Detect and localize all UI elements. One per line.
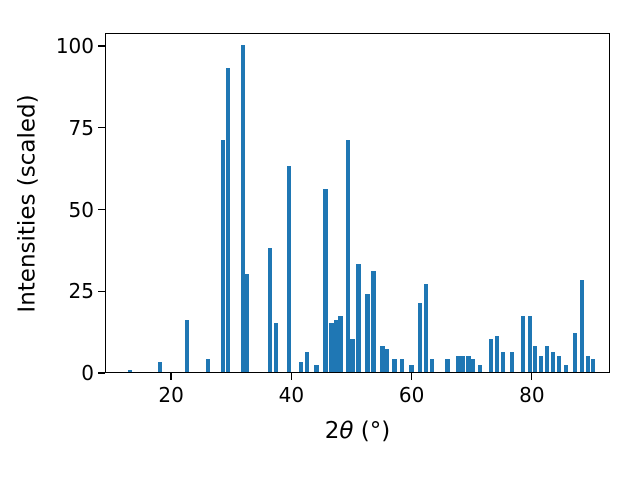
y-tick-mark [98, 290, 105, 292]
x-axis-label-theta-symbol: θ [339, 418, 354, 444]
bar [527, 316, 532, 372]
y-axis-label: Intensities (scaled) [10, 33, 46, 373]
bar [470, 358, 475, 372]
x-tick-mark [170, 373, 172, 380]
bar [544, 345, 549, 372]
y-tick-mark [98, 372, 105, 374]
x-tick-mark [531, 373, 533, 380]
y-tick-label: 75 [68, 115, 94, 140]
y-tick-mark [98, 45, 105, 47]
y-tick-label: 25 [68, 279, 94, 304]
bar [417, 303, 422, 372]
bar [385, 349, 390, 372]
bar [356, 264, 361, 372]
bar [245, 273, 250, 372]
bar [392, 358, 397, 372]
bar [206, 358, 211, 372]
x-tick-mark [290, 373, 293, 380]
bar [460, 355, 465, 372]
bar [338, 316, 343, 372]
bar [380, 345, 385, 372]
x-axis-label: 2θ (°) [105, 420, 610, 443]
bar [488, 339, 493, 372]
bar [455, 355, 460, 372]
y-tick-mark [98, 127, 105, 129]
y-tick-label: 100 [55, 34, 94, 59]
bar [334, 319, 339, 372]
bar [158, 362, 163, 372]
plot-area [105, 33, 610, 373]
bar [240, 45, 246, 372]
x-tick-label: 60 [398, 383, 425, 407]
bar [466, 355, 471, 372]
x-tick-label: 20 [158, 383, 184, 407]
bar [532, 345, 537, 372]
bar [268, 247, 273, 372]
bar [127, 370, 133, 372]
bar [494, 336, 499, 372]
bar [323, 188, 328, 372]
bar [221, 139, 226, 372]
bar [400, 358, 405, 372]
bar [563, 365, 568, 372]
bar [225, 67, 231, 372]
bar [500, 352, 505, 372]
bar [590, 358, 596, 372]
bar [314, 365, 319, 372]
bar [550, 352, 555, 372]
bar [274, 322, 279, 372]
bar [445, 358, 450, 372]
bar [477, 365, 483, 372]
bar [556, 355, 561, 372]
bar [538, 355, 543, 372]
bar [350, 339, 355, 372]
bar [371, 270, 376, 372]
bar [345, 139, 350, 372]
bar [580, 280, 585, 372]
bar [365, 293, 370, 372]
bar [329, 322, 334, 372]
bar [305, 352, 310, 372]
bar [287, 166, 292, 372]
bar [572, 332, 578, 372]
bar [299, 362, 304, 372]
y-tick-mark [98, 208, 105, 211]
x-tick-mark [410, 373, 413, 380]
y-axis-label-text: Intensities (scaled) [14, 93, 41, 313]
bar [423, 283, 428, 372]
y-tick-label: 50 [68, 197, 94, 222]
bar [520, 316, 525, 372]
bar [409, 365, 414, 372]
y-tick-label: 0 [81, 361, 94, 385]
x-tick-label: 80 [519, 383, 545, 407]
bar [509, 352, 514, 372]
bar [185, 319, 190, 372]
x-axis-label-units: (°) [353, 418, 391, 444]
bar [586, 355, 591, 372]
bar [429, 358, 434, 372]
x-axis-label-number: 2 [324, 418, 340, 444]
x-tick-label: 40 [278, 383, 305, 407]
